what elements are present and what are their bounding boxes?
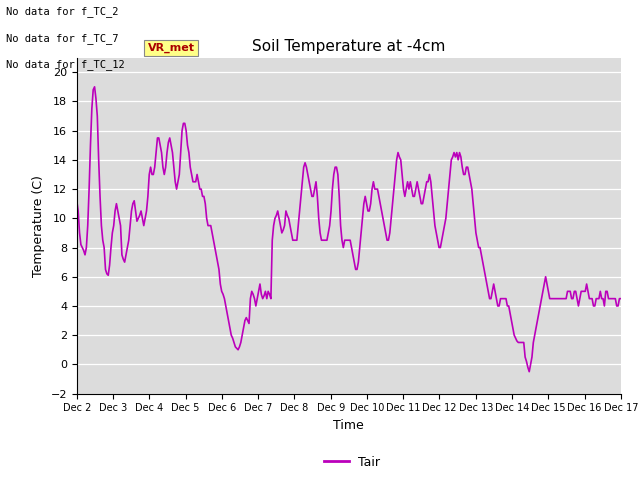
Text: No data for f_TC_7: No data for f_TC_7: [6, 33, 119, 44]
Text: VR_met: VR_met: [147, 43, 195, 53]
Text: No data for f_TC_12: No data for f_TC_12: [6, 59, 125, 70]
X-axis label: Time: Time: [333, 419, 364, 432]
Y-axis label: Temperature (C): Temperature (C): [32, 175, 45, 276]
Legend: Tair: Tair: [319, 451, 385, 474]
Title: Soil Temperature at -4cm: Soil Temperature at -4cm: [252, 39, 445, 54]
Text: No data for f_TC_2: No data for f_TC_2: [6, 6, 119, 17]
